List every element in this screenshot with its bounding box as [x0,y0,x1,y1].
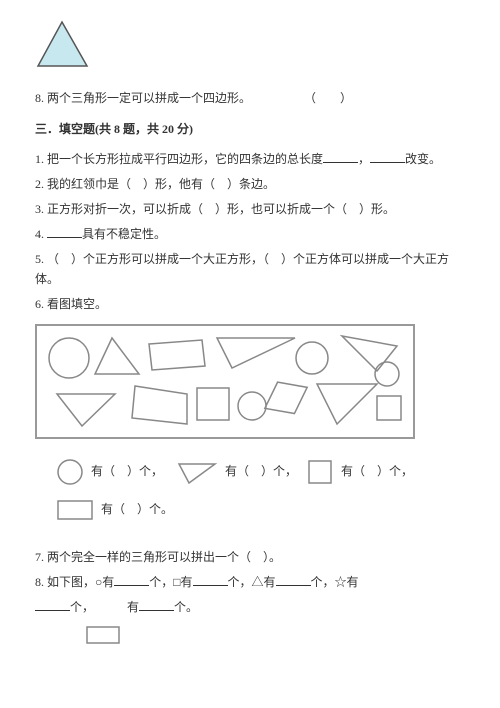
q8b-b4 [35,599,70,611]
answer-circle-text: 有（ ）个， [91,462,163,481]
fill-q5: 5. （ ）个正方形可以拼成一个大正方形，（ ）个正方体可以拼成一个大正方体。 [35,250,465,288]
answer-row-2: 有（ ）个。 [35,497,465,523]
fill-q1-comma: ， [358,152,370,166]
answer-square: 有（ ）个， [305,457,413,487]
q8b-b3 [276,574,311,586]
answer-triangle-text: 有（ ）个， [225,462,297,481]
q8b-b1 [114,574,149,586]
fill-q1-blank1 [323,151,358,163]
shapes-box [35,324,415,439]
q8b-p6: 有 [127,600,139,614]
bottom-rect-icon [85,625,465,651]
fill-q2: 2. 我的红领巾是（ ）形，他有（ ）条边。 [35,175,465,194]
tf-q8-text: 8. 两个三角形一定可以拼成一个四边形。 [35,91,251,105]
q8b-p5: 个， [70,600,94,614]
q8b-p4: 个，☆有 [311,575,359,589]
fill-q3: 3. 正方形对折一次，可以折成（ ）形，也可以折成一个（ ）形。 [35,200,465,219]
answer-rect: 有（ ）个。 [55,497,173,523]
fill-q8-bottom: 8. 如下图，○有 个，□有 个，△有 个，☆有 [35,573,465,592]
q8b-b5 [139,599,174,611]
q8b-p2: 个，□有 [149,575,192,589]
fill-q4-num: 4. [35,227,47,241]
q8b-b2 [193,574,228,586]
q8b-p7: 个。 [174,600,198,614]
fill-q4: 4. 具有不稳定性。 [35,225,465,244]
top-triangle [35,20,465,74]
fill-q1-text: 1. 把一个长方形拉成平行四边形，它的四条边的总长度 [35,152,323,166]
shapes-svg [37,326,413,437]
tf-q8-mark: （ ） [304,89,352,108]
fill-q4-tail: 具有不稳定性。 [82,227,166,241]
q8b-p1: 8. 如下图，○有 [35,575,114,589]
fill-q1: 1. 把一个长方形拉成平行四边形，它的四条边的总长度 ， 改变。 [35,150,465,169]
q8b-p3: 个，△有 [228,575,276,589]
answer-rect-text: 有（ ）个。 [101,500,173,519]
fill-q7: 7. 两个完全一样的三角形可以拼出一个（ ）。 [35,548,465,567]
tf-q8: 8. 两个三角形一定可以拼成一个四边形。 （ ） [35,89,465,108]
answer-circle: 有（ ）个， [55,457,163,487]
fill-q1-blank2 [370,151,405,163]
fill-q4-blank [47,226,82,238]
fill-q6: 6. 看图填空。 [35,295,465,314]
fill-q1-tail: 改变。 [405,152,441,166]
section3-title: 三．填空题(共 8 题，共 20 分) [35,120,465,139]
answer-row-1: 有（ ）个， 有（ ）个， 有（ ）个， [35,457,465,487]
answer-triangle: 有（ ）个， [171,458,297,486]
fill-q8-bottom-2: 个， 有 个。 [35,598,465,617]
answer-square-text: 有（ ）个， [341,462,413,481]
